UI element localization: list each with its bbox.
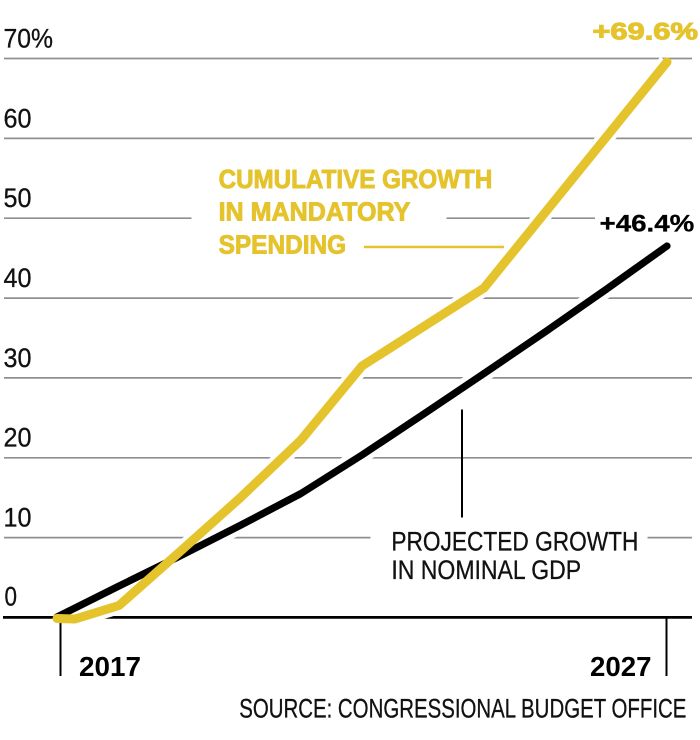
svg-text:2027: 2027 (590, 651, 652, 682)
svg-text:20: 20 (4, 423, 32, 453)
svg-text:IN MANDATORY: IN MANDATORY (219, 197, 411, 227)
svg-text:+46.4%: +46.4% (600, 210, 695, 237)
svg-text:30: 30 (4, 343, 32, 373)
svg-text:70%: 70% (4, 23, 54, 53)
svg-text:2017: 2017 (79, 651, 141, 682)
svg-text:60: 60 (4, 103, 32, 133)
svg-text:50: 50 (4, 183, 32, 213)
svg-text:SPENDING: SPENDING (219, 229, 347, 259)
svg-text:10: 10 (4, 503, 32, 533)
svg-text:IN NOMINAL GDP: IN NOMINAL GDP (391, 555, 581, 585)
svg-text:40: 40 (4, 263, 32, 293)
svg-text:CUMULATIVE GROWTH: CUMULATIVE GROWTH (219, 164, 493, 194)
svg-text:PROJECTED GROWTH: PROJECTED GROWTH (391, 527, 638, 557)
svg-text:SOURCE: CONGRESSIONAL BUDGET O: SOURCE: CONGRESSIONAL BUDGET OFFICE (239, 694, 686, 724)
svg-text:0: 0 (5, 582, 18, 612)
svg-text:+69.6%: +69.6% (592, 18, 698, 45)
